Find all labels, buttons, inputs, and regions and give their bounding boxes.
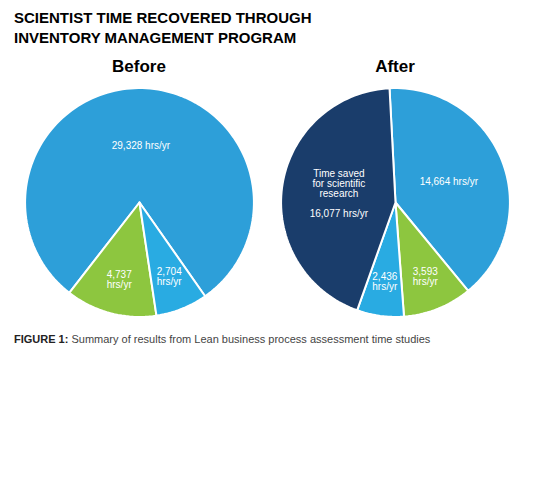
svg-text:Time savedfor scientificresear: Time savedfor scientificresearch16,077 h…	[310, 168, 369, 219]
svg-text:2,436hrs/yr: 2,436hrs/yr	[372, 271, 398, 292]
svg-text:29,328 hrs/yr: 29,328 hrs/yr	[112, 140, 171, 151]
svg-text:4,737hrs/yr: 4,737hrs/yr	[107, 269, 133, 290]
html-text:SCIENTIST TIME RECOVERED THROU: SCIENTIST TIME RECOVERED THROUGH INVENTO…	[14, 9, 312, 46]
html-text:FIGURE 1: Summary of results f: FIGURE 1: Summary of results from Lean b…	[14, 333, 431, 345]
svg-text:2,704hrs/yr: 2,704hrs/yr	[157, 266, 183, 287]
html-text:After: After	[375, 57, 415, 76]
svg-text:14,664 hrs/yr: 14,664 hrs/yr	[420, 176, 479, 187]
svg-text:3,593hrs/yr: 3,593hrs/yr	[413, 266, 439, 287]
html-text:Before: Before	[112, 57, 166, 76]
